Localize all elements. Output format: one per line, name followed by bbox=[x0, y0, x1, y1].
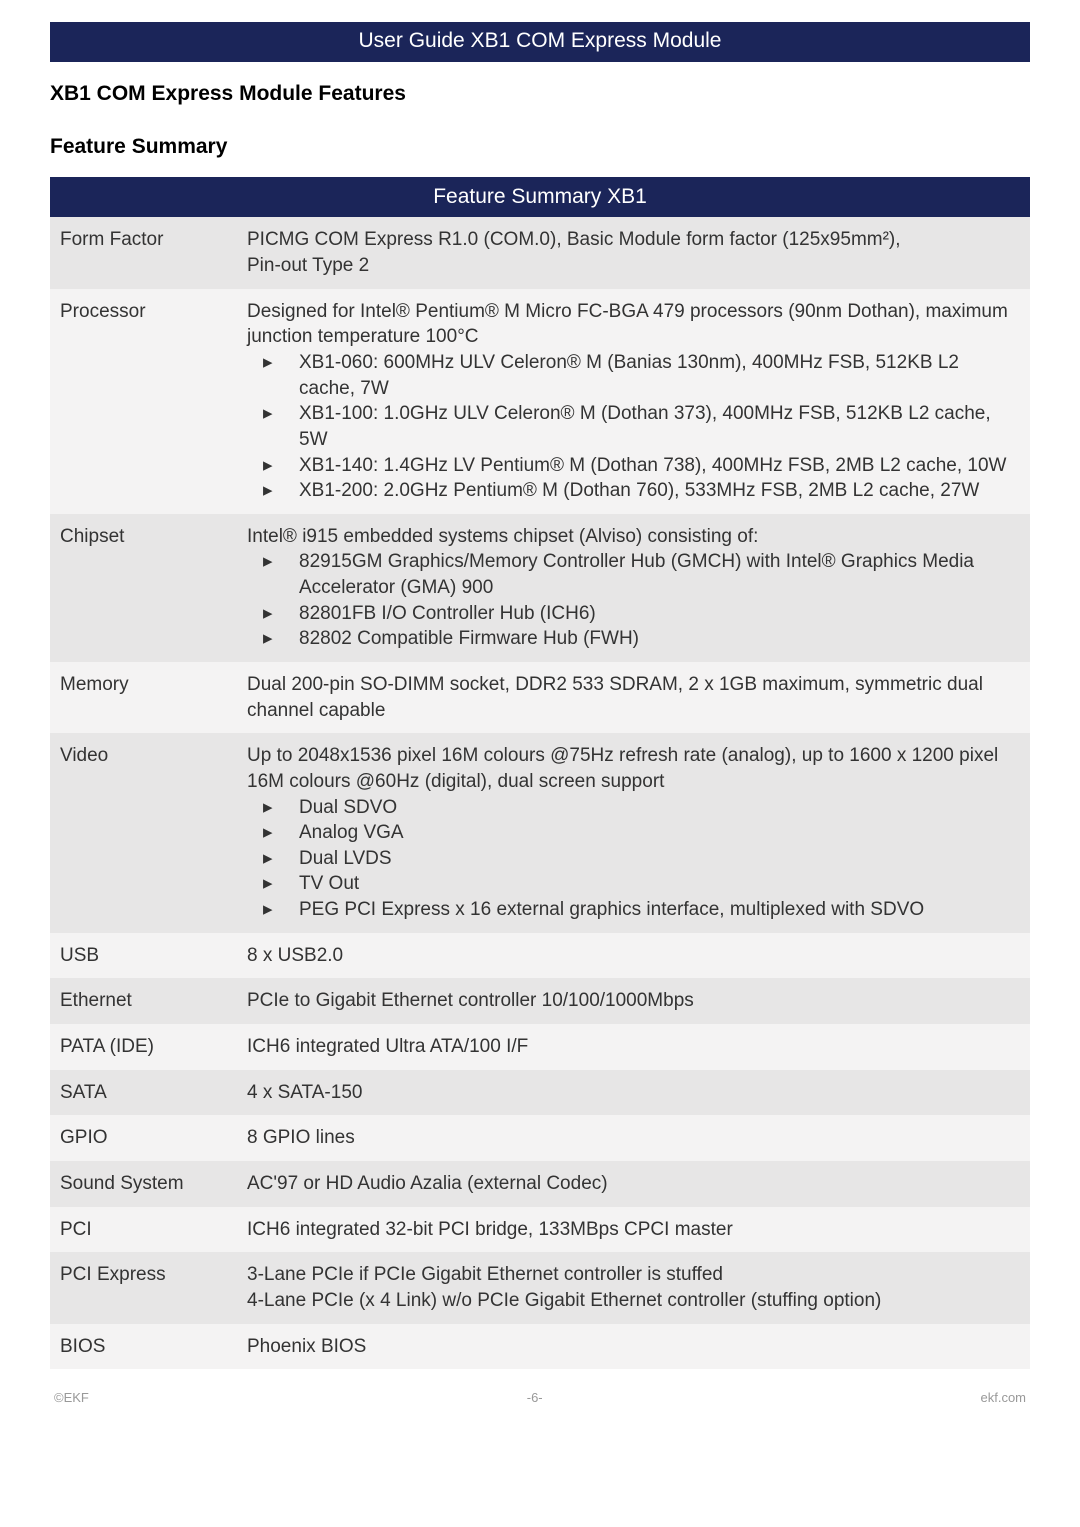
table-header: Feature Summary XB1 bbox=[50, 177, 1030, 217]
row-content: AC'97 or HD Audio Azalia (external Codec… bbox=[235, 1161, 1030, 1207]
row-text: 4-Lane PCIe (x 4 Link) w/o PCIe Gigabit … bbox=[247, 1288, 1014, 1314]
row-text: Pin-out Type 2 bbox=[247, 253, 1014, 279]
table-row: Form Factor PICMG COM Express R1.0 (COM.0… bbox=[50, 217, 1030, 288]
row-text: AC'97 or HD Audio Azalia (external Codec… bbox=[247, 1171, 1014, 1197]
table-row: Ethernet PCIe to Gigabit Ethernet control… bbox=[50, 978, 1030, 1024]
footer-right: ekf.com bbox=[980, 1389, 1026, 1407]
table-row: Sound System AC'97 or HD Audio Azalia (ex… bbox=[50, 1161, 1030, 1207]
table-row: Chipset Intel® i915 embedded systems chip… bbox=[50, 514, 1030, 662]
table-row: SATA 4 x SATA-150 bbox=[50, 1070, 1030, 1116]
table-row: MemoryDual 200-pin SO-DIMM socket, DDR2 … bbox=[50, 662, 1030, 733]
row-label: PATA (IDE) bbox=[50, 1024, 235, 1070]
row-text: PICMG COM Express R1.0 (COM.0), Basic Mo… bbox=[247, 227, 1014, 253]
row-intro: Intel® i915 embedded systems chipset (Al… bbox=[247, 524, 1014, 550]
list-item: Analog VGA bbox=[247, 820, 1014, 846]
table-row: GPIO 8 GPIO lines bbox=[50, 1115, 1030, 1161]
row-label: Chipset bbox=[50, 514, 235, 662]
row-label: Form Factor bbox=[50, 217, 235, 288]
row-text: ICH6 integrated Ultra ATA/100 I/F bbox=[247, 1034, 1014, 1060]
table-row: PCI ICH6 integrated 32-bit PCI bridge, 13… bbox=[50, 1207, 1030, 1253]
row-text: 8 GPIO lines bbox=[247, 1125, 1014, 1151]
feature-summary-table: Feature Summary XB1 Form Factor PICMG COM… bbox=[50, 177, 1030, 1369]
row-content: 8 x USB2.0 bbox=[235, 933, 1030, 979]
row-content: Intel® i915 embedded systems chipset (Al… bbox=[235, 514, 1030, 662]
row-text: 8 x USB2.0 bbox=[247, 943, 1014, 969]
list-item: XB1-200: 2.0GHz Pentium® M (Dothan 760),… bbox=[247, 478, 1014, 504]
row-label: Video bbox=[50, 733, 235, 932]
row-content: 8 GPIO lines bbox=[235, 1115, 1030, 1161]
row-label: PCI bbox=[50, 1207, 235, 1253]
row-content: Up to 2048x1536 pixel 16M colours @75Hz … bbox=[235, 733, 1030, 932]
bullet-list: 82915GM Graphics/Memory Controller Hub (… bbox=[247, 549, 1014, 652]
row-label: BIOS bbox=[50, 1324, 235, 1370]
footer-center: -6- bbox=[527, 1389, 543, 1407]
list-item: XB1-100: 1.0GHz ULV Celeron® M (Dothan 3… bbox=[247, 401, 1014, 452]
page-banner: User Guide XB1 COM Express Module bbox=[50, 22, 1030, 62]
list-item: XB1-060: 600MHz ULV Celeron® M (Banias 1… bbox=[247, 350, 1014, 401]
table-row: VideoUp to 2048x1536 pixel 16M colours @… bbox=[50, 733, 1030, 932]
table-row: PCI Express 3-Lane PCIe if PCIe Gigabit E… bbox=[50, 1252, 1030, 1323]
row-label: PCI Express bbox=[50, 1252, 235, 1323]
list-item: XB1-140: 1.4GHz LV Pentium® M (Dothan 73… bbox=[247, 453, 1014, 479]
row-text: ICH6 integrated 32-bit PCI bridge, 133MB… bbox=[247, 1217, 1014, 1243]
row-text: 3-Lane PCIe if PCIe Gigabit Ethernet con… bbox=[247, 1262, 1014, 1288]
list-item: Dual SDVO bbox=[247, 795, 1014, 821]
row-text: Phoenix BIOS bbox=[247, 1334, 1014, 1360]
page-footer: ©EKF -6- ekf.com bbox=[50, 1389, 1030, 1407]
row-content: 4 x SATA-150 bbox=[235, 1070, 1030, 1116]
table-row: BIOS Phoenix BIOS bbox=[50, 1324, 1030, 1370]
row-label: Memory bbox=[50, 662, 235, 733]
row-intro: Designed for Intel® Pentium® M Micro FC-… bbox=[247, 299, 1014, 350]
row-text: PCIe to Gigabit Ethernet controller 10/1… bbox=[247, 988, 1014, 1014]
row-content: PCIe to Gigabit Ethernet controller 10/1… bbox=[235, 978, 1030, 1024]
bullet-list: XB1-060: 600MHz ULV Celeron® M (Banias 1… bbox=[247, 350, 1014, 504]
row-label: Processor bbox=[50, 289, 235, 514]
row-text: 4 x SATA-150 bbox=[247, 1080, 1014, 1106]
list-item: 82915GM Graphics/Memory Controller Hub (… bbox=[247, 549, 1014, 600]
row-label: USB bbox=[50, 933, 235, 979]
row-content: Designed for Intel® Pentium® M Micro FC-… bbox=[235, 289, 1030, 514]
row-intro: Up to 2048x1536 pixel 16M colours @75Hz … bbox=[247, 743, 1014, 794]
row-content: Phoenix BIOS bbox=[235, 1324, 1030, 1370]
list-item: 82801FB I/O Controller Hub (ICH6) bbox=[247, 601, 1014, 627]
row-text: Dual 200-pin SO-DIMM socket, DDR2 533 SD… bbox=[247, 672, 1014, 723]
row-label: GPIO bbox=[50, 1115, 235, 1161]
list-item: Dual LVDS bbox=[247, 846, 1014, 872]
footer-left: ©EKF bbox=[54, 1389, 89, 1407]
list-item: TV Out bbox=[247, 871, 1014, 897]
table-row: USB 8 x USB2.0 bbox=[50, 933, 1030, 979]
feature-heading: Feature Summary bbox=[50, 133, 1030, 161]
table-body: Form Factor PICMG COM Express R1.0 (COM.0… bbox=[50, 217, 1030, 1369]
row-label: Sound System bbox=[50, 1161, 235, 1207]
row-content: 3-Lane PCIe if PCIe Gigabit Ethernet con… bbox=[235, 1252, 1030, 1323]
row-content: Dual 200-pin SO-DIMM socket, DDR2 533 SD… bbox=[235, 662, 1030, 733]
row-content: ICH6 integrated 32-bit PCI bridge, 133MB… bbox=[235, 1207, 1030, 1253]
list-item: PEG PCI Express x 16 external graphics i… bbox=[247, 897, 1014, 923]
bullet-list: Dual SDVOAnalog VGADual LVDSTV OutPEG PC… bbox=[247, 795, 1014, 923]
table-row: PATA (IDE) ICH6 integrated Ultra ATA/100 … bbox=[50, 1024, 1030, 1070]
row-content: ICH6 integrated Ultra ATA/100 I/F bbox=[235, 1024, 1030, 1070]
section-heading: XB1 COM Express Module Features bbox=[50, 80, 1030, 108]
list-item: 82802 Compatible Firmware Hub (FWH) bbox=[247, 626, 1014, 652]
row-label: SATA bbox=[50, 1070, 235, 1116]
row-content: PICMG COM Express R1.0 (COM.0), Basic Mo… bbox=[235, 217, 1030, 288]
table-row: ProcessorDesigned for Intel® Pentium® M … bbox=[50, 289, 1030, 514]
row-label: Ethernet bbox=[50, 978, 235, 1024]
